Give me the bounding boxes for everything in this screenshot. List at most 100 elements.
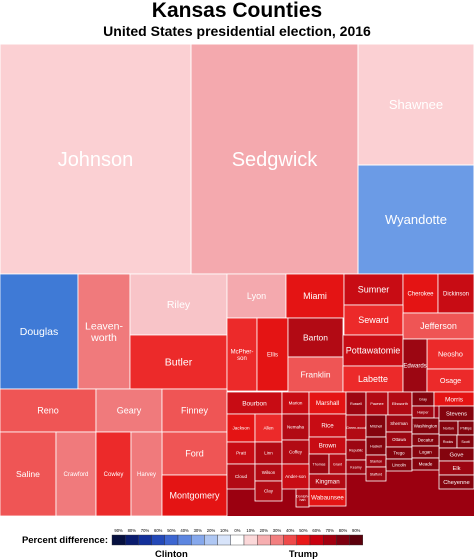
legend: Percent difference: 90% 80% 70% 60% 50% 40% 30%… [22,528,364,560]
treemap-cell-label: Thomas [313,462,326,466]
treemap-cell-label: Lincoln [392,463,406,468]
legend-tick-label: 60% [154,528,163,533]
treemap-cell-label: Green-wood [346,426,366,430]
treemap-cell-label: Cherokee [407,292,434,298]
legend-swatch [217,534,232,546]
legend-swatch [283,534,298,546]
legend-swatch [296,534,311,546]
treemap-cell [77,273,131,390]
legend-swatch [204,534,218,546]
treemap-cell-label: Douglas [20,326,59,338]
legend-tick-label: 10% [246,528,255,533]
treemap-cell-label: Scott [461,440,469,444]
legend-swatch [349,534,364,546]
treemap-cell-label: Gray [419,397,427,401]
legend-tick-label: 40% [180,528,189,533]
treemap-cell-label: Neosho [438,350,463,359]
treemap-cell-label: Nemaha [287,425,305,430]
chart-subtitle: United States presidential election, 201… [103,23,371,39]
treemap-cell-label: Stevens [446,412,467,418]
treemap-cell-label: Republic [349,448,363,452]
treemap-cell-label: McPher-son [231,349,254,362]
legend-swatch [177,534,192,546]
treemap-cell-label: Butler [165,357,193,369]
treemap-cell-label: Clay [264,489,274,494]
legend-label: Percent difference: [22,535,108,546]
treemap-cell-label: Ellsworth [392,401,408,406]
treemap-cell-label: Franklin [300,369,330,379]
treemap-cell [357,44,474,166]
treemap-cell [55,431,97,516]
legend-tick-label: 50% [167,528,176,533]
treemap-cell [161,431,228,476]
legend-tick-label: 10% [220,528,229,533]
treemap-cell-label: Ander-son [285,474,306,479]
treemap-cell [161,474,228,516]
treemap-cell [95,431,132,516]
treemap-cell [426,338,474,370]
treemap-cell-label: Linn [264,451,273,456]
legend-tick-label: 80% [128,528,137,533]
treemap-cell [308,488,347,507]
treemap-cell [0,388,97,433]
treemap-cell-label: Saline [16,469,40,479]
legend-trump-caption: Trump [289,549,318,560]
treemap-cell [402,273,439,314]
treemap-cell [365,466,387,482]
treemap-cell-label: Ellis [267,353,278,359]
legend-tick-label: 0% [234,528,240,533]
treemap-cell-label: Harper [417,410,429,414]
treemap-cell-label: Elk [452,466,460,472]
treemap-cell [357,164,474,275]
legend-tick-label: 70% [141,528,150,533]
treemap-cell-label: Cloud [235,474,248,479]
treemap-cell [343,273,404,306]
treemap-cell-label: Stafford [370,472,383,476]
legend-tick-label: 60% [312,528,321,533]
treemap-cell-label: Morris [445,396,464,403]
treemap-cell-label: Pawnee [370,402,383,406]
legend-tick-label: 70% [326,528,335,533]
treemap-cell [411,457,440,471]
treemap-chart: Johnson Sedgwick Shawnee Wyandotte Douglas Le… [0,44,474,516]
treemap-cell [437,273,474,314]
treemap-cell-label: Cheyenne [443,480,470,486]
treemap-cell [438,474,474,490]
treemap-cell-label: Washington [414,424,438,429]
treemap-cell-label: Norton [443,426,454,430]
treemap-cell-label: Ottawa [392,437,406,442]
treemap-cell-label: Bourbon [242,400,267,407]
treemap-cell-label: Seward [358,315,389,325]
treemap-cell-label: Ford [185,449,204,459]
legend-swatch [309,534,324,546]
legend-swatch [336,534,350,546]
treemap-cell [287,317,344,358]
legend-tick-label: 40% [286,528,295,533]
treemap-cell-label: Finney [181,406,209,416]
treemap-cell-label: Jefferson [420,321,457,331]
treemap-cell-label: Logan [419,450,432,455]
treemap-cell-label: Geary [117,406,142,416]
treemap-cell [226,273,287,319]
treemap-cell-label: Brown [319,443,337,450]
treemap-cell [0,431,57,516]
treemap-cell-label: Rooks [443,440,453,444]
treemap-cell-label: Harvey [137,472,156,478]
treemap-cell-label: Reno [37,406,59,416]
treemap-cell-label: Barton [303,332,328,342]
legend-swatch [151,534,166,546]
treemap-cell-label: Phillips [460,426,472,430]
treemap-cell [281,413,310,441]
legend-clinton-caption: Clinton [155,549,188,560]
treemap-cell-label: Leaven-worth [85,320,123,344]
legend-tick-label: 80% [339,528,348,533]
treemap-cell-label: Haskell [370,444,382,448]
treemap-cell [254,480,283,502]
treemap-cell-label: Kearny [350,465,362,469]
treemap-cell-label: Grant [333,462,342,466]
treemap-cell-label: Montgomery [169,491,220,501]
treemap-cell-label: Riley [167,299,191,311]
legend-swatch [270,534,284,546]
legend-swatch [190,534,205,546]
legend-tick-label: 20% [207,528,216,533]
